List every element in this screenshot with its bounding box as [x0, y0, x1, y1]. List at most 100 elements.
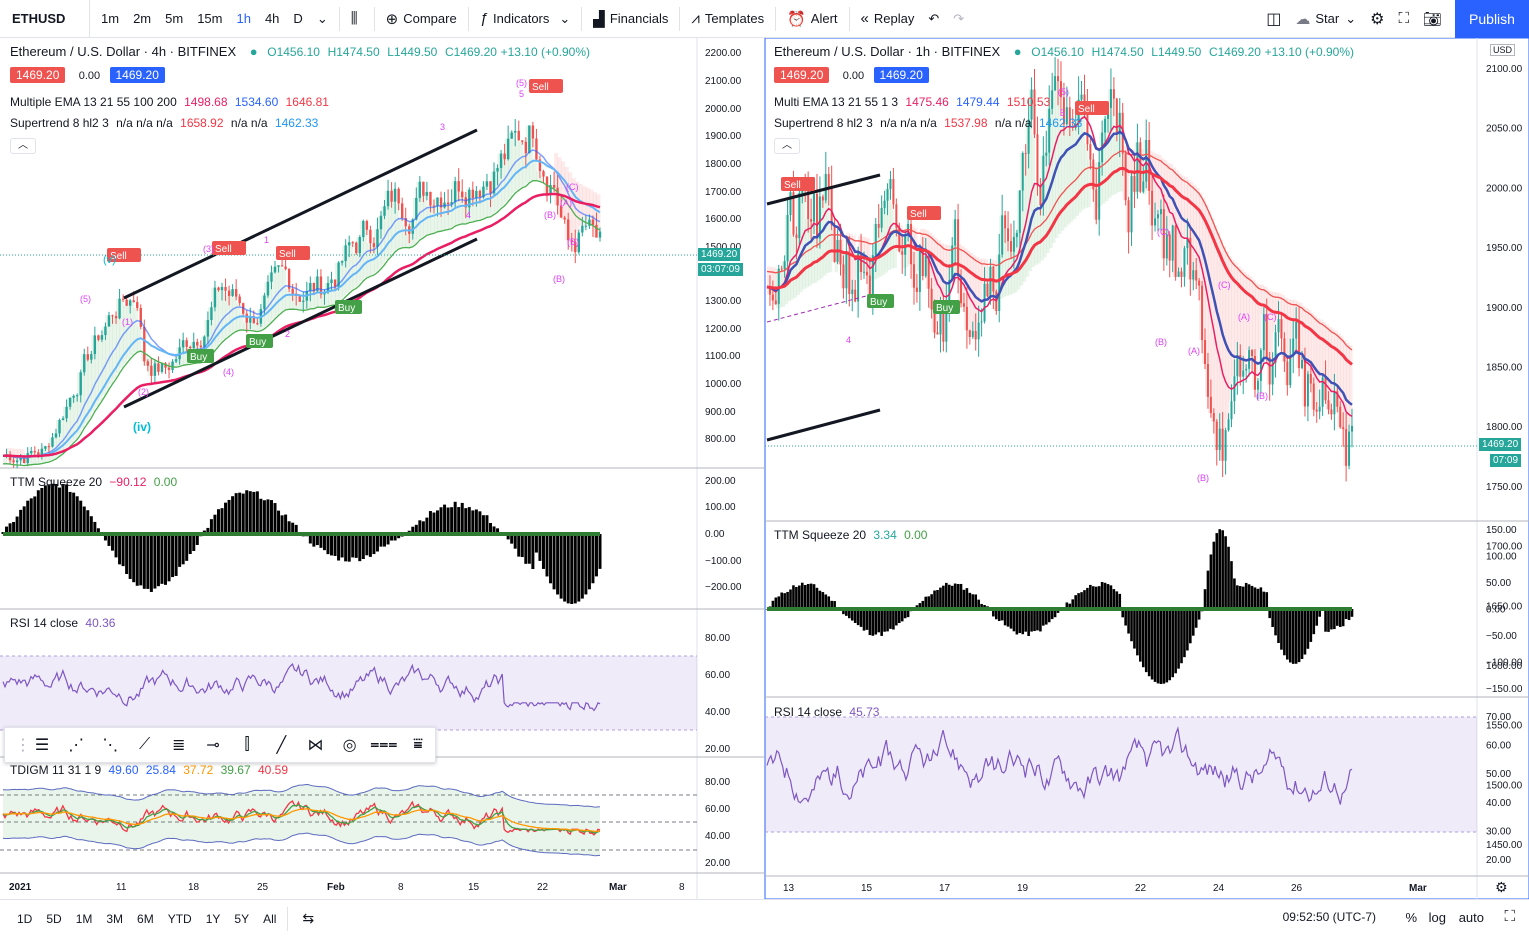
range-1d[interactable]: 1D [17, 911, 33, 926]
interval-15m[interactable]: 15m [197, 11, 223, 26]
left-buy-price-button[interactable]: 1469.20 [109, 67, 165, 83]
trendline-tool[interactable]: ⟋ [139, 736, 151, 753]
elliott-wave-label: (B) [1155, 337, 1167, 347]
fib-tool[interactable]: ≣ [172, 737, 186, 754]
range-1m[interactable]: 1M [75, 911, 93, 926]
templates-button[interactable]: ⩘ Templates [684, 0, 771, 38]
ttm-bar [372, 534, 376, 555]
compare-button[interactable]: ⊕ Compare [379, 0, 464, 38]
levels-tool[interactable]: ⩸ [413, 736, 423, 753]
supertrend-value-1: 1658.92 [180, 116, 224, 130]
charts-canvas[interactable]: 2200.002100.002000.001900.001800.001700.… [0, 38, 1529, 899]
indicators-button[interactable]: ƒ Indicators ⌄ [473, 0, 578, 38]
interval-1h[interactable]: 1h [236, 11, 251, 26]
ttm-bar [892, 609, 895, 630]
candle-body [174, 359, 178, 362]
ttm-bar [534, 534, 538, 553]
interval-2m[interactable]: 2m [133, 11, 152, 26]
range-5y[interactable]: 5Y [234, 911, 250, 926]
interval-D[interactable]: D [293, 11, 303, 26]
auto-scale-button[interactable]: auto [1458, 910, 1484, 925]
left-supertrend-legend[interactable]: Supertrend 8 hl2 3 n/a n/a n/a 1658.92 n… [10, 116, 322, 130]
replay-button[interactable]: « Replay [854, 0, 922, 38]
long-position-tool[interactable]: ⫿ [244, 736, 250, 753]
left-rsi-legend[interactable]: RSI 14 close 40.36 [10, 616, 119, 630]
financials-button[interactable]: ▟ Financials [586, 0, 675, 38]
fullscreen-chart-button[interactable]: ⛶ [1504, 908, 1515, 925]
left-ema-legend[interactable]: Multiple EMA 13 21 55 100 200 1498.68 15… [10, 95, 333, 109]
elliott-wave-label: (4) [223, 367, 234, 377]
ttm-bar [1221, 530, 1224, 609]
fullscreen-button[interactable]: ⛶ [1391, 0, 1416, 38]
right-supertrend-legend[interactable]: Supertrend 8 hl2 3 n/a n/a n/a 1537.98 n… [774, 116, 1086, 130]
ttm-bar [72, 492, 76, 534]
collapse-legend-button[interactable]: ︿ [10, 138, 36, 154]
left-tdi-legend[interactable]: TDIGM 11 31 1 9 49.60 25.84 37.72 39.67 … [10, 763, 292, 777]
watchlist-star-button[interactable]: ☁ Star ⌄ [1288, 0, 1363, 38]
range-all[interactable]: All [263, 911, 277, 926]
currency-label[interactable]: USD [1490, 44, 1516, 56]
elliott-correction-tool[interactable]: ⋱ [102, 737, 119, 754]
ttm-bar [340, 534, 344, 558]
left-bid-ask: 1469.20 0.00 1469.20 [10, 67, 169, 83]
candle-body [1218, 428, 1221, 450]
ttm-bar [1168, 609, 1172, 681]
supertrend-fill-bar [377, 215, 382, 269]
range-3m[interactable]: 3M [106, 911, 124, 926]
go-to-date-button[interactable]: ⇆ [292, 910, 324, 927]
redo-button[interactable]: ↷ [946, 0, 971, 38]
interval-1m[interactable]: 1m [101, 11, 120, 26]
candle-body [915, 287, 918, 292]
left-sell-price-button[interactable]: 1469.20 [10, 67, 66, 83]
range-1y[interactable]: 1Y [205, 911, 221, 926]
ray-tool[interactable]: ╱ [276, 737, 287, 754]
right-time-tick: 26 [1291, 883, 1303, 894]
alert-button[interactable]: ⏰ Alert [780, 0, 844, 38]
candle-body [842, 264, 845, 289]
undo-button[interactable]: ↶ [921, 0, 946, 38]
percent-scale-button[interactable]: % [1405, 910, 1417, 925]
range-5d[interactable]: 5D [46, 911, 62, 926]
horizontal-lines-tool[interactable]: ☰ [34, 737, 50, 754]
candle-body [1062, 97, 1065, 125]
right-chart-legend: Ethereum / U.S. Dollar · 1h · BITFINEX ●… [774, 44, 1358, 59]
right-rsi-legend[interactable]: RSI 14 close 45.73 [774, 705, 883, 719]
pattern-tool[interactable]: ⋈ [307, 737, 324, 754]
publish-button[interactable]: Publish [1455, 0, 1529, 38]
right-rsi-tick: 50.00 [1486, 769, 1511, 780]
chevron-down-icon: ⌄ [559, 10, 571, 26]
clock[interactable]: 09:52:50 (UTC-7) [1282, 910, 1376, 924]
ttm-bar [1283, 609, 1286, 656]
right-ema-legend[interactable]: Multi EMA 13 21 55 1 3 1475.46 1479.44 1… [774, 95, 1054, 109]
supertrend-fill-bar [875, 227, 880, 279]
right-ttm-legend[interactable]: TTM Squeeze 20 3.34 0.00 [774, 528, 931, 542]
symbol-search[interactable]: ETHUSD [0, 0, 90, 38]
right-buy-price-button[interactable]: 1469.20 [873, 67, 929, 83]
interval-dropdown[interactable]: ⌄ [310, 0, 335, 38]
range-ytd[interactable]: YTD [167, 911, 192, 926]
candle-body [818, 196, 821, 239]
chart-type-button[interactable]: ⫼ [344, 0, 370, 38]
ttm-bar [541, 534, 545, 569]
supertrend-fill-bar [250, 323, 255, 332]
candle-body [1048, 108, 1051, 153]
ttm-bar [1083, 590, 1086, 609]
drag-handle-icon[interactable]: ⋮ [15, 737, 31, 754]
elliott-impulse-tool[interactable]: ⋰ [68, 737, 85, 754]
settings-lines-tool[interactable]: ⩶ [370, 736, 398, 753]
interval-4h[interactable]: 4h [264, 11, 280, 26]
right-sell-price-button[interactable]: 1469.20 [774, 67, 830, 83]
interval-5m[interactable]: 5m [165, 11, 184, 26]
supertrend-fill-bar [1166, 162, 1171, 261]
settings-button[interactable]: ⚙ [1363, 0, 1391, 38]
snapshot-button[interactable]: 📷︎ [1416, 0, 1449, 38]
range-6m[interactable]: 6M [137, 911, 154, 926]
gann-tool[interactable]: ◎ [342, 737, 357, 754]
collapse-legend-button[interactable]: ︿ [774, 138, 800, 154]
left-tdi-tick: 20.00 [705, 858, 730, 869]
layout-button[interactable]: ◫ [1259, 0, 1288, 38]
horizontal-ray-tool[interactable]: ⊸ [206, 737, 220, 754]
left-ttm-legend[interactable]: TTM Squeeze 20 −90.12 0.00 [10, 475, 181, 489]
candle-body [397, 188, 400, 204]
log-scale-button[interactable]: log [1428, 910, 1446, 925]
